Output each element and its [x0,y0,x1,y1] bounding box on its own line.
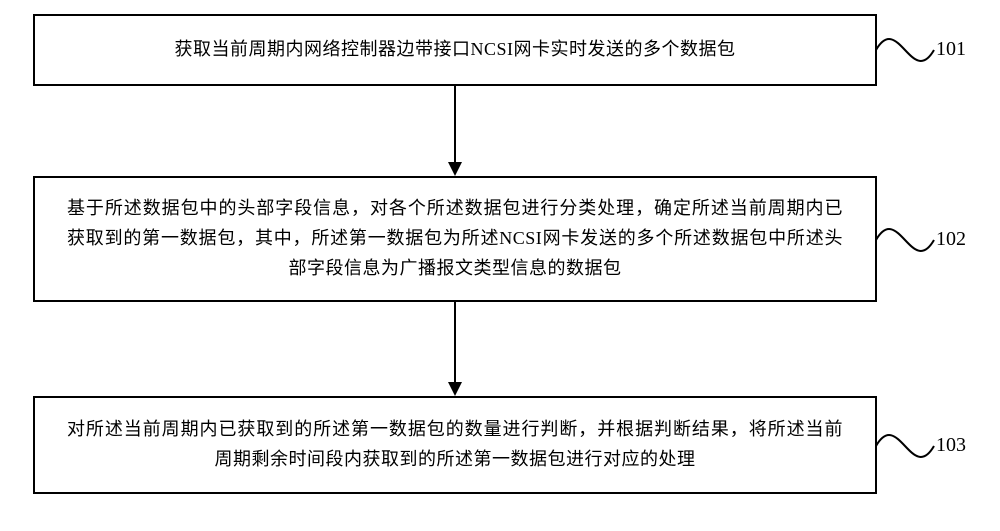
flowchart-canvas: 获取当前周期内网络控制器边带接口NCSI网卡实时发送的多个数据包 101 基于所… [0,0,1000,531]
step-label-3: 103 [936,434,966,457]
connector-wave-3 [0,0,1000,531]
